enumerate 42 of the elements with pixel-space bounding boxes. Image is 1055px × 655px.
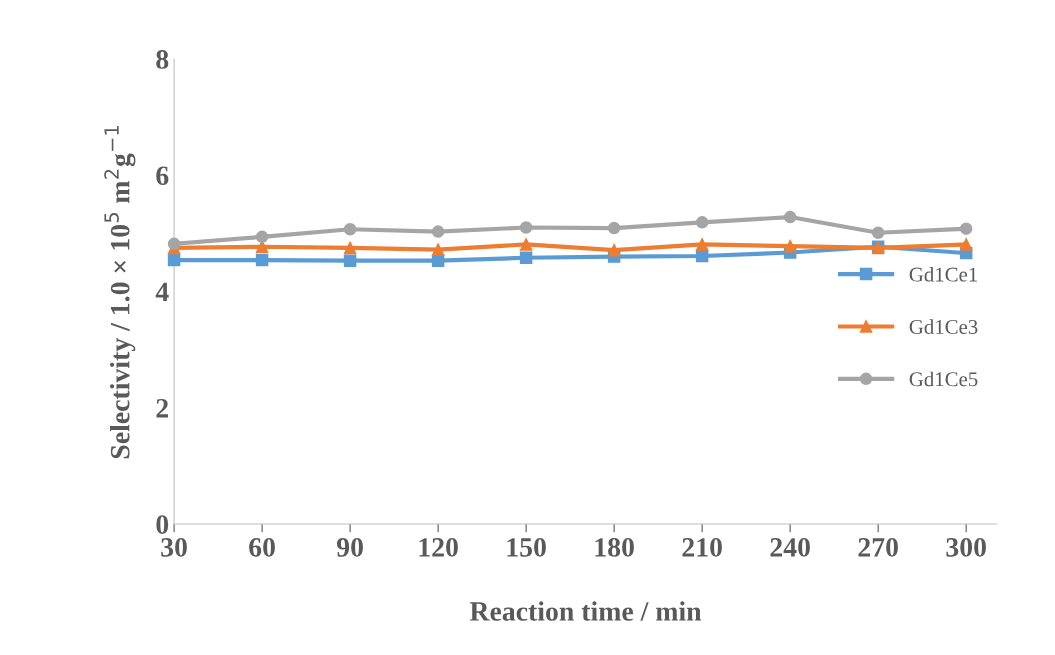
point (255, 230, 269, 244)
x-tick-label: 150 (507, 538, 546, 557)
point (431, 225, 445, 238)
point (607, 243, 621, 257)
point (431, 243, 445, 256)
point (783, 239, 797, 253)
point (167, 237, 181, 251)
legend-label: Gd1Ce1 (909, 266, 977, 282)
point (607, 221, 621, 235)
point (519, 221, 533, 234)
x-tick-label: 30 (161, 538, 187, 557)
point (519, 238, 533, 251)
point (695, 238, 709, 251)
x-tick-label: 210 (682, 538, 722, 557)
y-tick-label: 8 (156, 50, 169, 69)
point (959, 238, 973, 251)
y-tick-label: 6 (156, 166, 169, 186)
x-tick-label: 90 (336, 538, 363, 557)
x-tick-label: 180 (595, 538, 634, 557)
x-tick-label: 120 (419, 538, 458, 557)
x-tick-label: 270 (858, 538, 898, 557)
point (783, 210, 797, 224)
point (343, 223, 357, 236)
x-tick-label: 240 (770, 538, 810, 557)
x-tick-label: 300 (946, 538, 986, 557)
y-tick-label: 0 (156, 515, 169, 534)
y-tick-label: 4 (155, 282, 169, 302)
point (255, 253, 269, 267)
y-tick-label: 2 (156, 398, 169, 418)
point (343, 254, 357, 267)
point (343, 241, 357, 255)
point (871, 226, 885, 240)
point (959, 222, 973, 235)
x-tick-label: 60 (249, 538, 275, 557)
legend-label: Gd1Ce3 (909, 319, 978, 334)
x-axis-title: Reaction time / min (469, 601, 702, 621)
legend-label: Gd1Ce5 (909, 371, 978, 387)
point (255, 240, 269, 253)
point (167, 253, 181, 267)
point (519, 251, 533, 265)
point (695, 216, 709, 229)
y-axis-title: Selectivity / 1.0 × 10$^{5}$ m$^{2}$g$^{−1}$ (104, 126, 136, 459)
